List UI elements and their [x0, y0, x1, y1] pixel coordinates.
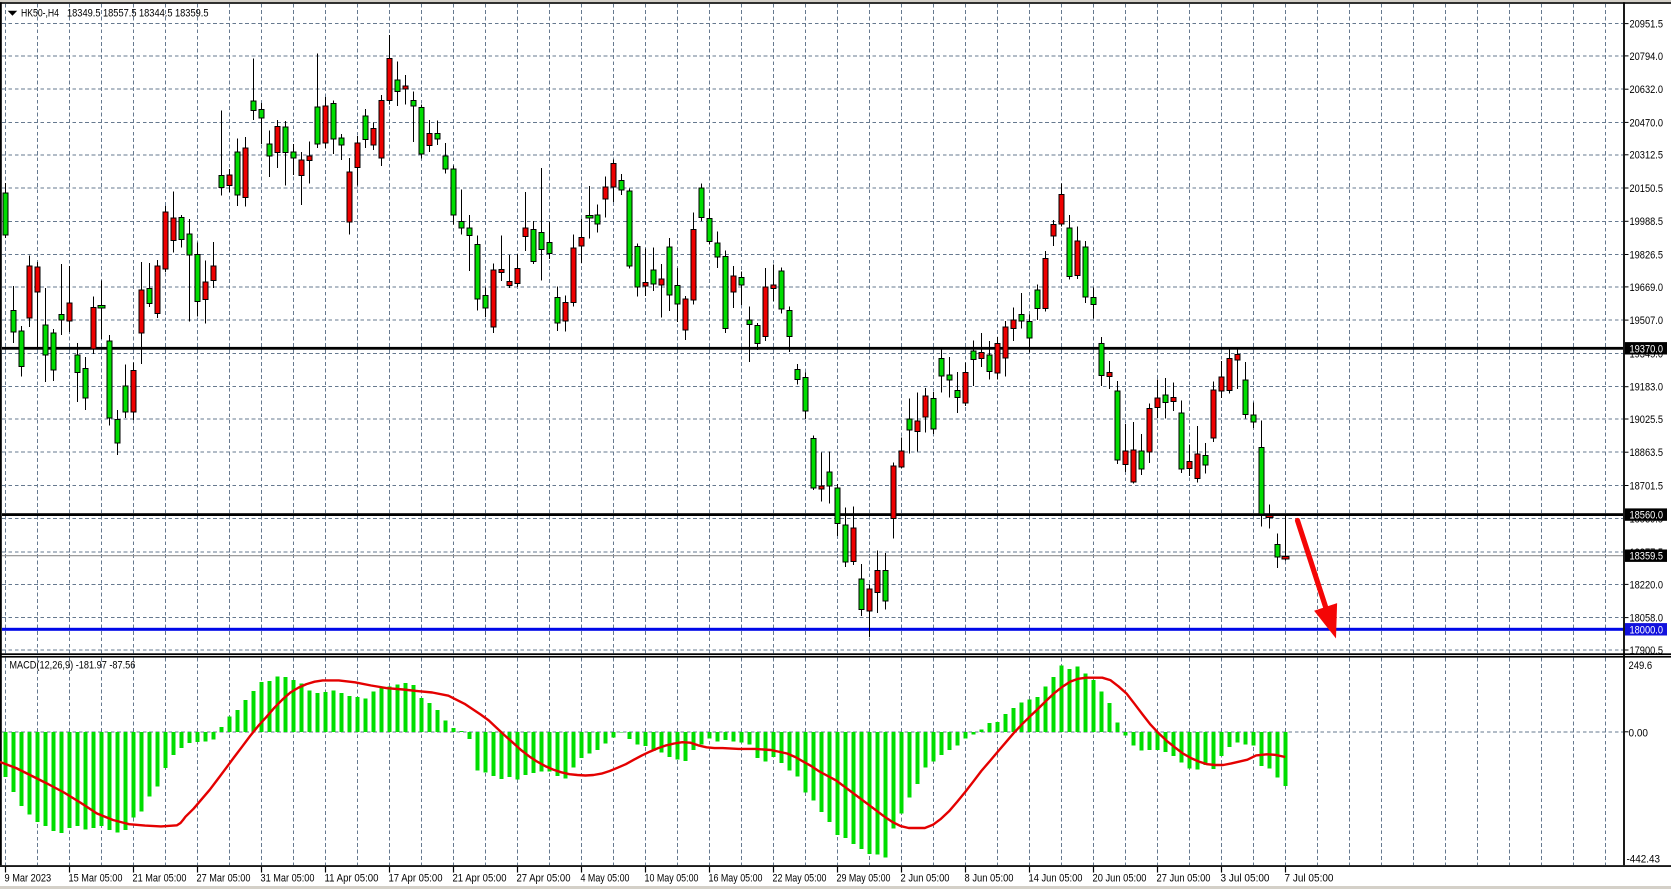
svg-text:16 May 05:00: 16 May 05:00 [709, 873, 763, 885]
svg-text:2 Jun 05:00: 2 Jun 05:00 [901, 873, 950, 885]
svg-text:19507.0: 19507.0 [1630, 315, 1664, 327]
svg-text:8 Jun 05:00: 8 Jun 05:00 [965, 873, 1014, 885]
svg-text:20632.0: 20632.0 [1630, 84, 1664, 96]
svg-text:29 May 05:00: 29 May 05:00 [837, 873, 891, 885]
svg-text:31 Mar 05:00: 31 Mar 05:00 [261, 873, 315, 885]
svg-text:27 Jun 05:00: 27 Jun 05:00 [1157, 873, 1211, 885]
svg-text:22 May 05:00: 22 May 05:00 [773, 873, 827, 885]
svg-text:19025.5: 19025.5 [1630, 414, 1664, 426]
svg-text:18349.5: 18349.5 [67, 8, 101, 20]
svg-text:19826.5: 19826.5 [1630, 249, 1664, 261]
svg-text:18560.0: 18560.0 [1630, 510, 1664, 522]
svg-text:27 Mar 05:00: 27 Mar 05:00 [197, 873, 251, 885]
svg-text:19988.5: 19988.5 [1630, 216, 1664, 228]
svg-text:MACD(12,26,9) -181.97 -87.56: MACD(12,26,9) -181.97 -87.56 [9, 660, 135, 672]
svg-text:3 Jul 05:00: 3 Jul 05:00 [1221, 873, 1270, 885]
svg-text:21 Apr 05:00: 21 Apr 05:00 [453, 873, 507, 885]
svg-text:17 Apr 05:00: 17 Apr 05:00 [389, 873, 443, 885]
svg-text:20794.0: 20794.0 [1630, 51, 1664, 63]
svg-text:20312.5: 20312.5 [1630, 150, 1664, 162]
svg-text:14 Jun 05:00: 14 Jun 05:00 [1029, 873, 1083, 885]
svg-text:4 May 05:00: 4 May 05:00 [581, 873, 630, 885]
svg-text:18557.5: 18557.5 [103, 8, 137, 20]
svg-text:19370.0: 19370.0 [1630, 343, 1664, 355]
svg-text:18701.5: 18701.5 [1630, 480, 1664, 492]
svg-text:15 Mar 05:00: 15 Mar 05:00 [69, 873, 123, 885]
svg-text:18058.0: 18058.0 [1630, 613, 1664, 625]
svg-text:18359.5: 18359.5 [1630, 551, 1664, 563]
svg-text:18220.0: 18220.0 [1630, 579, 1664, 591]
svg-text:9 Mar 2023: 9 Mar 2023 [5, 873, 52, 885]
svg-text:27 Apr 05:00: 27 Apr 05:00 [517, 873, 571, 885]
svg-text:20 Jun 05:00: 20 Jun 05:00 [1093, 873, 1147, 885]
svg-text:249.6: 249.6 [1629, 660, 1653, 672]
svg-text:7 Jul 05:00: 7 Jul 05:00 [1285, 873, 1334, 885]
svg-text:18000.0: 18000.0 [1630, 624, 1664, 636]
svg-text:18344.5: 18344.5 [139, 8, 173, 20]
svg-text:HK50-,H4: HK50-,H4 [21, 8, 59, 20]
svg-text:18863.5: 18863.5 [1630, 447, 1664, 459]
svg-text:20470.0: 20470.0 [1630, 117, 1664, 129]
svg-text:17900.5: 17900.5 [1630, 645, 1664, 657]
svg-text:21 Mar 05:00: 21 Mar 05:00 [133, 873, 187, 885]
svg-text:-442.43: -442.43 [1627, 853, 1661, 865]
svg-text:10 May 05:00: 10 May 05:00 [645, 873, 699, 885]
svg-text:19183.0: 19183.0 [1630, 382, 1664, 394]
svg-text:20150.5: 20150.5 [1630, 183, 1664, 195]
svg-text:11 Apr 05:00: 11 Apr 05:00 [325, 873, 379, 885]
svg-text:18359.5: 18359.5 [175, 8, 209, 20]
svg-text:0.00: 0.00 [1629, 728, 1649, 740]
svg-text:19669.0: 19669.0 [1630, 282, 1664, 294]
svg-text:20951.5: 20951.5 [1630, 19, 1664, 31]
